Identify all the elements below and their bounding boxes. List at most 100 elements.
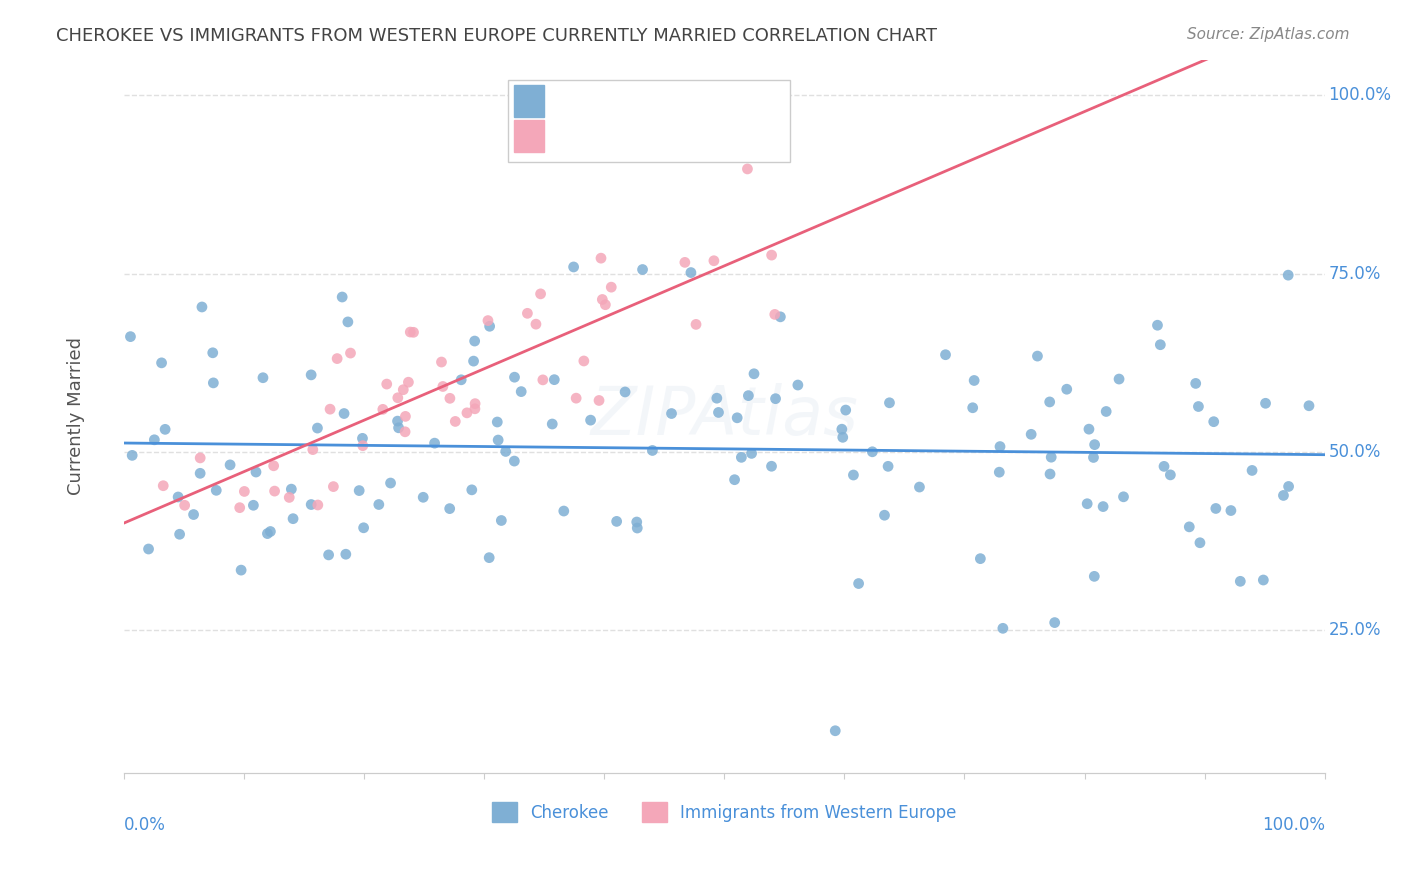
- Cherokee: [143, 433, 166, 447]
- Immigrants from Western Europe: [228, 500, 250, 515]
- Cherokee: [579, 413, 602, 427]
- Cherokee: [831, 430, 853, 444]
- Cherokee: [737, 389, 759, 403]
- Cherokee: [877, 459, 900, 474]
- Cherokee: [723, 473, 745, 487]
- Immigrants from Western Europe: [456, 406, 478, 420]
- Text: R =  -0.057   N = 132: R = -0.057 N = 132: [557, 94, 766, 112]
- Cherokee: [1229, 574, 1251, 589]
- Cherokee: [318, 548, 340, 562]
- Cherokee: [873, 508, 896, 523]
- Cherokee: [280, 482, 302, 496]
- Cherokee: [562, 260, 585, 274]
- Cherokee: [969, 551, 991, 566]
- Text: Source: ZipAtlas.com: Source: ZipAtlas.com: [1187, 27, 1350, 42]
- Cherokee: [1205, 501, 1227, 516]
- Immigrants from Western Europe: [263, 458, 285, 473]
- Cherokee: [510, 384, 533, 399]
- Cherokee: [463, 354, 485, 368]
- Cherokee: [138, 541, 160, 556]
- Text: 25.0%: 25.0%: [1329, 622, 1381, 640]
- Cherokee: [1095, 404, 1118, 418]
- Cherokee: [307, 421, 329, 435]
- Cherokee: [387, 414, 409, 428]
- Cherokee: [450, 373, 472, 387]
- Cherokee: [486, 433, 509, 447]
- Cherokee: [281, 511, 304, 525]
- Immigrants from Western Europe: [477, 313, 499, 327]
- Immigrants from Western Europe: [375, 377, 398, 392]
- Immigrants from Western Europe: [763, 307, 786, 321]
- Cherokee: [353, 521, 375, 535]
- Cherokee: [380, 476, 402, 491]
- Cherokee: [491, 514, 513, 528]
- Immigrants from Western Europe: [396, 375, 419, 389]
- Cherokee: [707, 405, 730, 419]
- Immigrants from Western Europe: [392, 383, 415, 397]
- Immigrants from Western Europe: [737, 161, 759, 176]
- Cherokee: [120, 329, 142, 343]
- Immigrants from Western Europe: [432, 379, 454, 393]
- Cherokee: [765, 392, 787, 406]
- Immigrants from Western Europe: [394, 409, 416, 424]
- Cherokee: [1153, 459, 1175, 474]
- Immigrants from Western Europe: [233, 484, 256, 499]
- FancyBboxPatch shape: [515, 120, 544, 153]
- Immigrants from Western Europe: [322, 480, 344, 494]
- Cherokee: [202, 376, 225, 390]
- Cherokee: [412, 490, 434, 504]
- Cherokee: [1202, 415, 1225, 429]
- Immigrants from Western Europe: [703, 253, 725, 268]
- Immigrants from Western Europe: [524, 317, 547, 331]
- Cherokee: [879, 396, 901, 410]
- Immigrants from Western Europe: [301, 442, 323, 457]
- Cherokee: [988, 440, 1011, 454]
- Cherokee: [330, 290, 353, 304]
- Cherokee: [1187, 400, 1209, 414]
- Cherokee: [1108, 372, 1130, 386]
- Cherokee: [769, 310, 792, 324]
- Cherokee: [188, 467, 211, 481]
- Cherokee: [229, 563, 252, 577]
- Immigrants from Western Europe: [402, 326, 425, 340]
- Immigrants from Western Europe: [152, 479, 174, 493]
- Cherokee: [641, 443, 664, 458]
- Cherokee: [259, 524, 281, 539]
- Immigrants from Western Europe: [572, 354, 595, 368]
- Cherokee: [834, 403, 856, 417]
- Cherokee: [1188, 535, 1211, 549]
- Cherokee: [1184, 376, 1206, 391]
- Cherokee: [661, 407, 683, 421]
- Cherokee: [336, 315, 359, 329]
- Cherokee: [242, 498, 264, 512]
- Immigrants from Western Europe: [531, 373, 554, 387]
- Immigrants from Western Europe: [371, 402, 394, 417]
- Cherokee: [1078, 422, 1101, 436]
- Cherokee: [461, 483, 484, 497]
- Cherokee: [1019, 427, 1042, 442]
- Cherokee: [183, 508, 205, 522]
- Cherokee: [1277, 479, 1299, 493]
- Cherokee: [614, 384, 637, 399]
- Text: CHEROKEE VS IMMIGRANTS FROM WESTERN EUROPE CURRENTLY MARRIED CORRELATION CHART: CHEROKEE VS IMMIGRANTS FROM WESTERN EURO…: [56, 27, 938, 45]
- Cherokee: [631, 262, 654, 277]
- Immigrants from Western Europe: [516, 306, 538, 320]
- Cherokee: [423, 436, 446, 450]
- Immigrants from Western Europe: [589, 251, 612, 265]
- Cherokee: [1254, 396, 1277, 410]
- Immigrants from Western Europe: [685, 318, 707, 332]
- Immigrants from Western Europe: [591, 293, 613, 307]
- Text: R =  0.725   N = 49: R = 0.725 N = 49: [557, 129, 747, 147]
- Cherokee: [848, 576, 870, 591]
- Cherokee: [352, 431, 374, 445]
- Cherokee: [786, 378, 808, 392]
- Cherokee: [1159, 467, 1181, 482]
- Immigrants from Western Europe: [529, 286, 551, 301]
- Immigrants from Western Europe: [600, 280, 623, 294]
- Immigrants from Western Europe: [588, 393, 610, 408]
- Cherokee: [169, 527, 191, 541]
- Cherokee: [541, 417, 564, 431]
- Immigrants from Western Europe: [464, 397, 486, 411]
- Immigrants from Western Europe: [439, 392, 461, 406]
- FancyBboxPatch shape: [515, 85, 544, 117]
